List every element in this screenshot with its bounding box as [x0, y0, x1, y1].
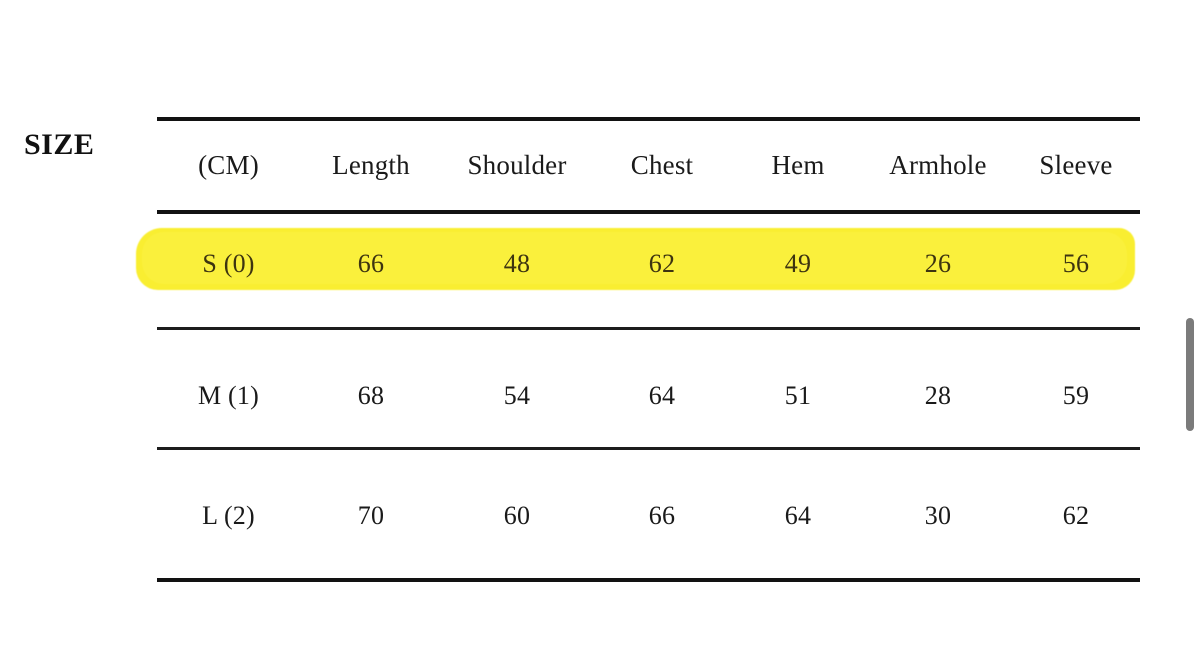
- spacer-above-l-row: [157, 450, 1140, 483]
- table-rule-bottom: [157, 578, 1140, 582]
- table-rule-under-header: [157, 210, 1140, 214]
- cell-size-m: M (1): [198, 381, 259, 410]
- cell-m-shoulder: 54: [503, 381, 531, 410]
- column-header-shoulder: Shoulder: [467, 150, 567, 180]
- cell-size-s: S (0): [202, 249, 255, 278]
- cell-l-length: 70: [357, 501, 385, 530]
- cell-m-length: 68: [357, 381, 385, 410]
- table-rule-below-m: [157, 446, 1140, 450]
- cell-s-shoulder: 48: [503, 249, 531, 278]
- column-header-hem: Hem: [771, 150, 825, 180]
- cell-m-sleeve: 59: [1062, 381, 1090, 410]
- size-table-container: (CM) Length Shoulder Chest Hem Armhole S…: [157, 117, 1140, 582]
- table-row[interactable]: L (2) 70 60 66 64 30 62: [157, 483, 1140, 549]
- cell-s-hem: 49: [784, 249, 812, 278]
- size-chart-table: (CM) Length Shoulder Chest Hem Armhole S…: [157, 117, 1140, 582]
- vertical-scrollbar-thumb[interactable]: [1186, 318, 1194, 431]
- cell-l-hem: 64: [784, 501, 812, 530]
- row-highlight-marker: [136, 228, 1135, 290]
- column-header-length: Length: [332, 150, 410, 180]
- column-header-chest: Chest: [630, 150, 694, 180]
- column-header-sleeve: Sleeve: [1039, 150, 1113, 180]
- spacer-above-m-row: [157, 330, 1140, 363]
- cell-l-sleeve: 62: [1062, 501, 1090, 530]
- cell-s-length: 66: [357, 249, 385, 278]
- table-row[interactable]: S (0) 66 48 62 49 26 56: [157, 231, 1140, 297]
- cell-m-chest: 64: [648, 381, 676, 410]
- page-title: SIZE: [24, 128, 95, 161]
- cell-size-l: L (2): [202, 501, 255, 530]
- cell-l-armhole: 30: [924, 501, 952, 530]
- cell-s-sleeve: 56: [1062, 249, 1090, 278]
- table-header-row: (CM) Length Shoulder Chest Hem Armhole S…: [157, 121, 1140, 210]
- table-rule-below-s: [157, 326, 1140, 330]
- cell-s-chest: 62: [648, 249, 676, 278]
- column-header-unit: (CM): [198, 150, 259, 180]
- spacer-below-l-row: [157, 549, 1140, 578]
- cell-m-armhole: 28: [924, 381, 952, 410]
- cell-l-chest: 66: [648, 501, 676, 530]
- table-row[interactable]: M (1) 68 54 64 51 28 59: [157, 363, 1140, 429]
- spacer-below-m-row: [157, 429, 1140, 446]
- cell-l-shoulder: 60: [503, 501, 531, 530]
- column-header-armhole: Armhole: [889, 150, 987, 180]
- table-rule-top: [157, 117, 1140, 121]
- spacer-below-s-row: [157, 297, 1140, 326]
- cell-s-armhole: 26: [924, 249, 952, 278]
- cell-m-hem: 51: [784, 381, 812, 410]
